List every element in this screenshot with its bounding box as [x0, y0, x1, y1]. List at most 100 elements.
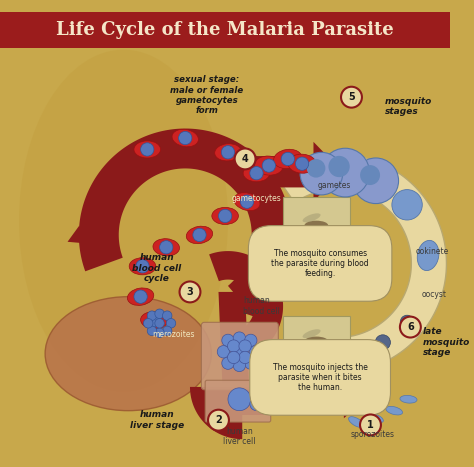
Text: Life Cycle of the Malaria Parasite: Life Cycle of the Malaria Parasite — [56, 21, 394, 39]
Text: 4: 4 — [242, 154, 248, 164]
Circle shape — [228, 388, 251, 410]
FancyBboxPatch shape — [283, 316, 349, 368]
Circle shape — [239, 351, 251, 364]
Circle shape — [341, 87, 362, 107]
Circle shape — [228, 340, 240, 352]
Circle shape — [166, 318, 176, 328]
Text: 6: 6 — [407, 322, 414, 332]
Ellipse shape — [234, 193, 260, 211]
Text: The mosquito consumes
the parasite during blood
feeding.: The mosquito consumes the parasite durin… — [271, 248, 369, 278]
Text: human
liver stage: human liver stage — [129, 410, 184, 430]
Circle shape — [250, 167, 263, 180]
Circle shape — [163, 326, 172, 336]
Circle shape — [250, 397, 263, 410]
Circle shape — [180, 282, 201, 302]
FancyBboxPatch shape — [201, 322, 278, 390]
Circle shape — [219, 209, 232, 223]
Text: sexual stage:
male or female
gametocytes
form: sexual stage: male or female gametocytes… — [171, 75, 244, 115]
Ellipse shape — [296, 341, 322, 359]
Circle shape — [400, 315, 414, 329]
FancyBboxPatch shape — [205, 380, 271, 422]
Polygon shape — [344, 384, 363, 418]
Ellipse shape — [348, 417, 364, 427]
Polygon shape — [204, 387, 361, 416]
Polygon shape — [274, 154, 447, 373]
Circle shape — [208, 410, 229, 431]
Polygon shape — [209, 251, 283, 361]
Text: mosquito
stages: mosquito stages — [385, 97, 432, 116]
Circle shape — [235, 149, 255, 170]
Circle shape — [321, 148, 370, 197]
Ellipse shape — [134, 141, 161, 158]
Circle shape — [281, 152, 294, 166]
Polygon shape — [252, 142, 342, 202]
Ellipse shape — [386, 406, 402, 415]
Ellipse shape — [302, 329, 320, 338]
Circle shape — [233, 332, 246, 344]
Circle shape — [245, 357, 257, 369]
Circle shape — [353, 158, 399, 204]
Text: human
liver cell: human liver cell — [223, 427, 255, 446]
Circle shape — [233, 346, 246, 358]
Text: 3: 3 — [187, 287, 193, 297]
Polygon shape — [67, 226, 88, 244]
Circle shape — [221, 146, 235, 159]
Circle shape — [147, 314, 161, 327]
Ellipse shape — [400, 396, 417, 403]
Ellipse shape — [334, 347, 356, 361]
Ellipse shape — [304, 337, 328, 346]
Text: ookinete: ookinete — [416, 247, 449, 255]
Text: oocyst: oocyst — [421, 290, 447, 299]
Circle shape — [155, 309, 164, 318]
Polygon shape — [79, 128, 292, 317]
Circle shape — [245, 334, 257, 347]
Circle shape — [295, 157, 309, 170]
Text: The mosquito injects the
parasite when it bites
the human.: The mosquito injects the parasite when i… — [273, 362, 367, 392]
Text: 5: 5 — [348, 92, 355, 102]
Circle shape — [147, 311, 157, 320]
Ellipse shape — [153, 239, 180, 256]
Circle shape — [222, 357, 234, 369]
Bar — [0, 12, 450, 48]
Circle shape — [400, 317, 421, 338]
Circle shape — [360, 414, 381, 435]
Text: 2: 2 — [215, 415, 222, 425]
Text: gametocytes: gametocytes — [232, 194, 282, 203]
Ellipse shape — [215, 144, 241, 161]
Circle shape — [179, 131, 192, 145]
Text: gametes: gametes — [318, 181, 351, 190]
Circle shape — [222, 334, 234, 347]
Circle shape — [307, 159, 325, 177]
Ellipse shape — [172, 129, 199, 147]
FancyBboxPatch shape — [283, 197, 349, 254]
Ellipse shape — [304, 221, 328, 230]
Ellipse shape — [19, 50, 228, 392]
Circle shape — [160, 241, 173, 254]
Ellipse shape — [141, 312, 167, 329]
Text: 1: 1 — [367, 420, 374, 430]
Circle shape — [239, 340, 251, 352]
Circle shape — [193, 228, 206, 241]
Polygon shape — [235, 297, 254, 317]
Text: late
mosquito
stage: late mosquito stage — [423, 327, 470, 357]
Ellipse shape — [128, 288, 154, 305]
Circle shape — [233, 359, 246, 372]
Circle shape — [217, 346, 229, 358]
Circle shape — [163, 311, 172, 320]
Circle shape — [134, 290, 147, 304]
Circle shape — [136, 260, 149, 273]
Circle shape — [155, 328, 164, 338]
Ellipse shape — [243, 165, 270, 182]
Circle shape — [392, 190, 422, 220]
Ellipse shape — [212, 207, 238, 225]
Ellipse shape — [273, 149, 302, 169]
Ellipse shape — [302, 213, 320, 222]
Text: human
blood cell
cycle: human blood cell cycle — [132, 253, 182, 283]
Circle shape — [147, 326, 157, 336]
Circle shape — [141, 143, 154, 156]
Circle shape — [328, 156, 350, 177]
Text: merozoites: merozoites — [153, 330, 195, 339]
Circle shape — [360, 165, 380, 185]
Ellipse shape — [367, 414, 383, 423]
Polygon shape — [219, 292, 249, 382]
